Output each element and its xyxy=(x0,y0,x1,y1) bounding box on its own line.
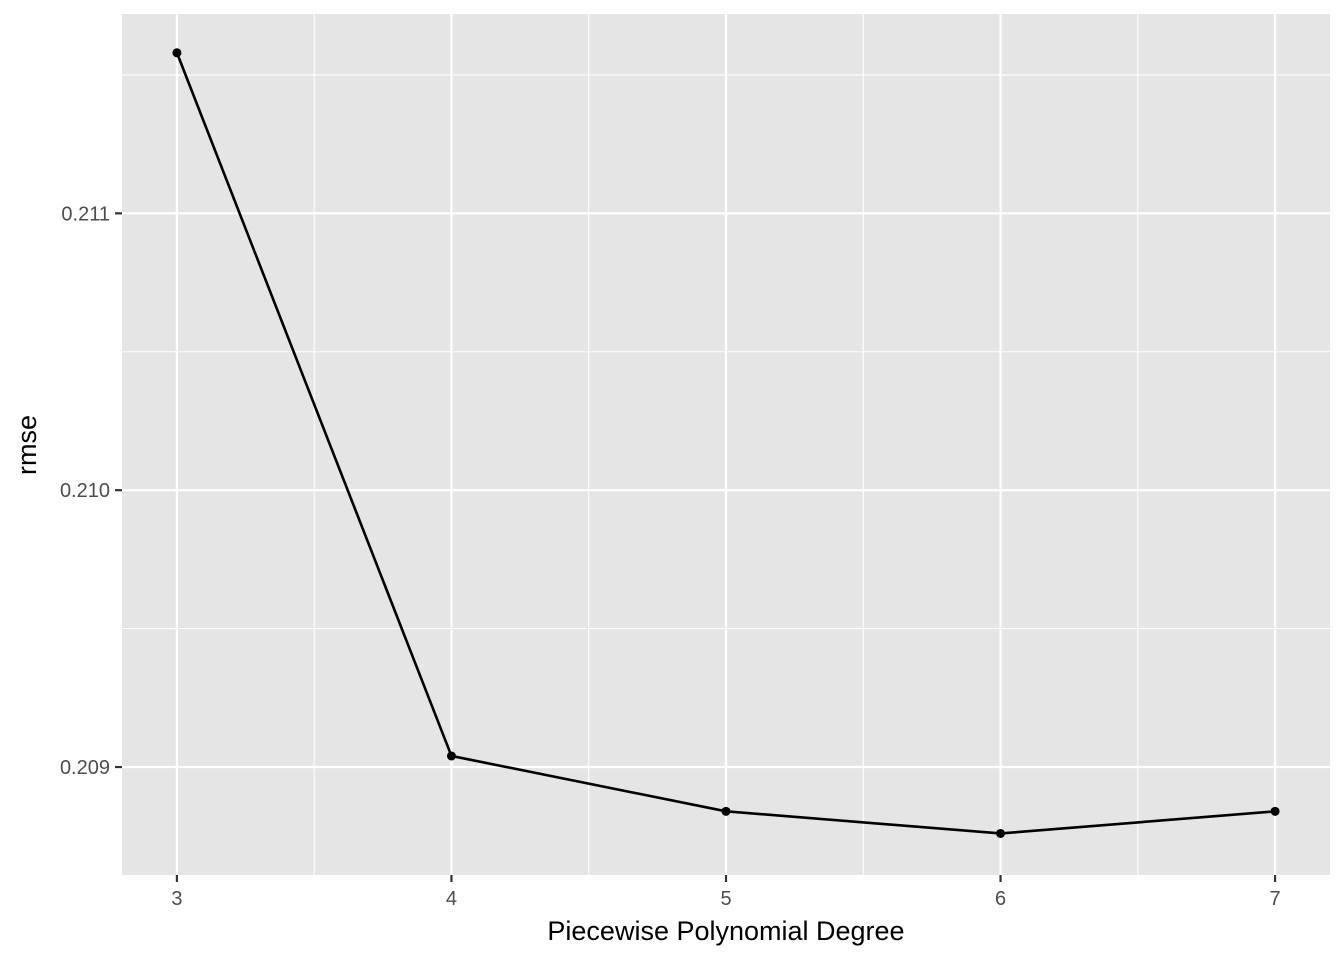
data-point xyxy=(996,828,1006,838)
x-axis-title: Piecewise Polynomial Degree xyxy=(547,916,904,946)
data-point xyxy=(1270,806,1280,816)
y-tick-label: 0.209 xyxy=(60,757,110,779)
x-tick-label: 5 xyxy=(720,888,731,910)
series xyxy=(172,48,1280,838)
x-axis: 3 4 5 6 7 xyxy=(171,875,1281,910)
x-tick-label: 3 xyxy=(171,888,182,910)
y-axis-title: rmse xyxy=(12,415,42,475)
x-tick-label: 4 xyxy=(446,888,457,910)
data-point xyxy=(721,806,731,816)
y-tick-label: 0.210 xyxy=(60,480,110,502)
grid-major xyxy=(122,14,1330,875)
y-axis: 0.209 0.210 0.211 xyxy=(60,203,122,779)
data-point xyxy=(446,751,456,761)
data-point xyxy=(172,48,182,58)
x-tick-label: 7 xyxy=(1270,888,1281,910)
y-tick-label: 0.211 xyxy=(61,203,110,225)
x-tick-label: 6 xyxy=(995,888,1006,910)
